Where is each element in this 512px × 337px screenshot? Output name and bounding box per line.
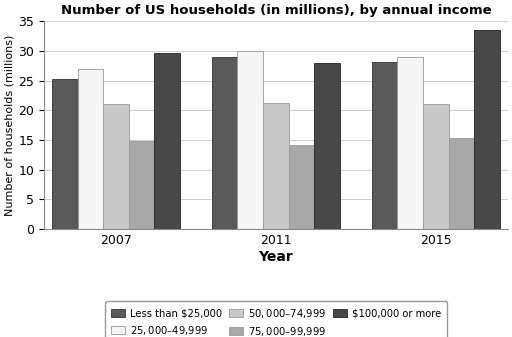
Y-axis label: Number of households (millions): Number of households (millions) (4, 34, 14, 216)
Bar (314, 63, 340, 229)
Bar (372, 62, 397, 229)
Bar (103, 104, 129, 229)
Bar (129, 141, 154, 229)
Bar (397, 57, 423, 229)
Bar (289, 145, 314, 229)
Bar (52, 80, 77, 229)
X-axis label: Year: Year (259, 250, 293, 264)
Legend: Less than $25,000, $25,000–$49,999, $50,000–$74,999, $75,000–$99,999, $100,000 o: Less than $25,000, $25,000–$49,999, $50,… (104, 301, 447, 337)
Bar (77, 69, 103, 229)
Title: Number of US households (in millions), by annual income: Number of US households (in millions), b… (60, 4, 491, 17)
Bar (474, 30, 500, 229)
Bar (423, 104, 449, 229)
Bar (238, 51, 263, 229)
Bar (154, 53, 180, 229)
Bar (212, 57, 238, 229)
Bar (449, 138, 474, 229)
Bar (263, 103, 289, 229)
